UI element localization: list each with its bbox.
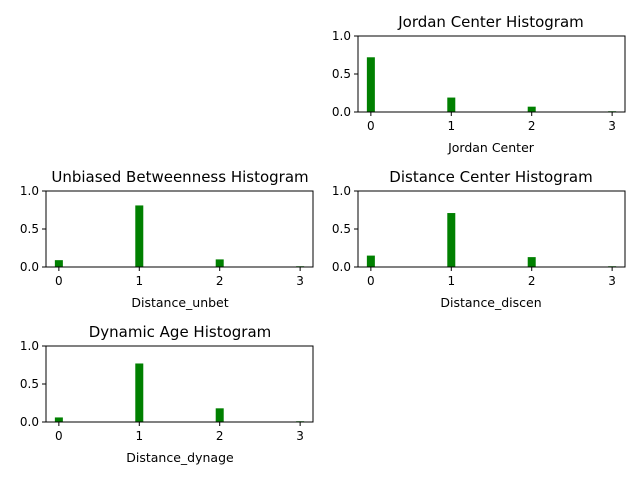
histogram-bar bbox=[527, 106, 536, 112]
x-tick-label: 1 bbox=[447, 274, 455, 288]
x-axis-label: Distance_dynage bbox=[126, 450, 234, 465]
chart-dynage: Dynamic Age Histogram 0 1 2 3 0.0 0.5 1.0 Dist… bbox=[20, 323, 314, 465]
histogram-bar bbox=[215, 408, 224, 422]
y-tick-label: 1.0 bbox=[20, 339, 39, 353]
chart-title: Jordan Center Histogram bbox=[397, 13, 584, 31]
plot-area: 0 1 2 3 0.0 0.5 1.0 bbox=[20, 339, 314, 443]
x-tick-label: 3 bbox=[608, 274, 616, 288]
x-tick-label: 1 bbox=[135, 274, 143, 288]
y-tick-label: 0.5 bbox=[20, 222, 39, 236]
y-tick-label: 1.0 bbox=[20, 184, 39, 198]
x-tick-label: 1 bbox=[135, 429, 143, 443]
plot-area: 0 1 2 3 0.0 0.5 1.0 bbox=[20, 184, 314, 288]
x-tick-label: 3 bbox=[296, 274, 304, 288]
y-tick-label: 0.0 bbox=[332, 105, 351, 119]
x-tick-label: 3 bbox=[608, 119, 616, 133]
y-tick-label: 0.5 bbox=[332, 222, 351, 236]
y-tick-label: 1.0 bbox=[332, 184, 351, 198]
histogram-bar bbox=[215, 259, 224, 267]
histogram-bar bbox=[54, 260, 63, 267]
x-tick-label: 0 bbox=[55, 274, 63, 288]
histogram-bar bbox=[366, 57, 375, 112]
y-tick-label: 0.5 bbox=[332, 67, 351, 81]
x-tick-label: 2 bbox=[528, 119, 536, 133]
histogram-bar bbox=[366, 255, 375, 267]
x-axis-label: Jordan Center bbox=[447, 140, 535, 155]
histogram-bar bbox=[135, 205, 144, 267]
chart-title: Dynamic Age Histogram bbox=[89, 323, 272, 341]
plot-area: 0 1 2 3 0.0 0.5 1.0 bbox=[332, 184, 626, 288]
x-tick-label: 0 bbox=[55, 429, 63, 443]
chart-jordan: Jordan Center Histogram 0 1 2 3 0.0 0.5 1.0 Jo… bbox=[332, 13, 626, 155]
histogram-bar bbox=[135, 363, 144, 422]
chart-unbet: Unbiased Betweenness Histogram 0 1 2 3 0.0 0.… bbox=[20, 168, 314, 310]
x-tick-label: 2 bbox=[216, 429, 224, 443]
chart-discen: Distance Center Histogram 0 1 2 30.00.51.0 … bbox=[332, 168, 626, 310]
x-tick-label: 0 bbox=[367, 274, 375, 288]
histogram-bar bbox=[447, 213, 456, 267]
x-tick-label: 1 bbox=[447, 119, 455, 133]
histogram-bar bbox=[527, 257, 536, 267]
y-tick-label: 0.0 bbox=[20, 260, 39, 274]
x-tick-label: 3 bbox=[296, 429, 304, 443]
y-tick-label: 1.0 bbox=[332, 29, 351, 43]
x-tick-label: 2 bbox=[216, 274, 224, 288]
plot-area: 0 1 2 3 0.0 0.5 1.0 bbox=[332, 29, 626, 133]
x-tick-label: 0 bbox=[367, 119, 375, 133]
x-axis-label: Distance_unbet bbox=[131, 295, 228, 310]
histogram-bar bbox=[447, 97, 456, 112]
y-tick-label: 0.0 bbox=[332, 260, 351, 274]
y-tick-label: 0.0 bbox=[20, 415, 39, 429]
chart-title: Distance Center Histogram bbox=[389, 168, 592, 186]
y-tick-label: 0.5 bbox=[20, 377, 39, 391]
chart-title: Unbiased Betweenness Histogram bbox=[51, 168, 308, 186]
histogram-bar bbox=[54, 417, 63, 422]
x-tick-label: 2 bbox=[528, 274, 536, 288]
x-axis-label: Distance_discen bbox=[440, 295, 541, 310]
